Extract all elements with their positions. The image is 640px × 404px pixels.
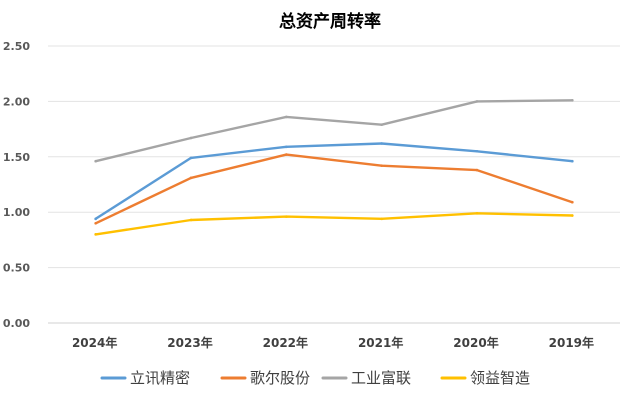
data-point — [94, 233, 97, 236]
data-point — [189, 136, 193, 140]
series-line — [94, 212, 574, 236]
data-point — [94, 221, 97, 225]
data-point — [189, 218, 193, 222]
y-tick-label: 1.00 — [3, 206, 30, 219]
data-point — [285, 115, 288, 119]
x-axis-ticks: 2024年 2023年 2022年 2021年 2020年 2019年 — [72, 335, 594, 350]
legend-label: 歌尔股份 — [250, 369, 310, 387]
data-point — [189, 176, 193, 180]
data-point — [380, 164, 383, 167]
x-tick-label: 2024年 — [72, 335, 117, 350]
x-tick-label: 2020年 — [453, 335, 498, 350]
x-tick-label: 2019年 — [549, 335, 594, 350]
y-tick-label: 2.00 — [3, 95, 30, 108]
x-tick-label: 2021年 — [358, 335, 403, 350]
chart-title: 总资产周转率 — [279, 11, 381, 32]
data-point — [285, 145, 288, 149]
x-tick-label: 2023年 — [167, 335, 212, 350]
data-point — [285, 153, 288, 156]
data-point — [380, 123, 383, 126]
legend: 立讯精密 歌尔股份 工业富联 领益智造 — [100, 369, 530, 387]
series-line — [94, 153, 574, 225]
series-line — [94, 99, 574, 163]
data-point — [189, 156, 193, 160]
legend-label: 领益智造 — [470, 369, 530, 387]
data-point — [94, 217, 97, 221]
data-point — [380, 142, 383, 145]
y-tick-label: 2.50 — [3, 40, 30, 53]
y-tick-label: 0.00 — [3, 317, 30, 330]
data-point — [380, 217, 383, 221]
data-point — [571, 159, 574, 163]
data-point — [571, 214, 574, 217]
data-point — [475, 149, 479, 153]
y-axis-ticks: 0.00 0.50 1.00 1.50 2.00 2.50 — [3, 40, 30, 330]
y-tick-label: 1.50 — [3, 151, 30, 164]
legend-label: 立讯精密 — [130, 369, 190, 387]
series-lines — [94, 98, 574, 236]
y-tick-label: 0.50 — [3, 262, 30, 275]
x-tick-label: 2022年 — [263, 335, 308, 350]
data-point — [571, 98, 574, 102]
data-point — [94, 159, 97, 163]
series-line — [94, 142, 574, 221]
data-point — [475, 168, 479, 172]
legend-label: 工业富联 — [351, 369, 411, 387]
gridlines — [48, 45, 620, 324]
data-point — [475, 100, 479, 103]
data-point — [571, 200, 574, 204]
data-point — [475, 212, 479, 215]
data-point — [285, 215, 288, 218]
